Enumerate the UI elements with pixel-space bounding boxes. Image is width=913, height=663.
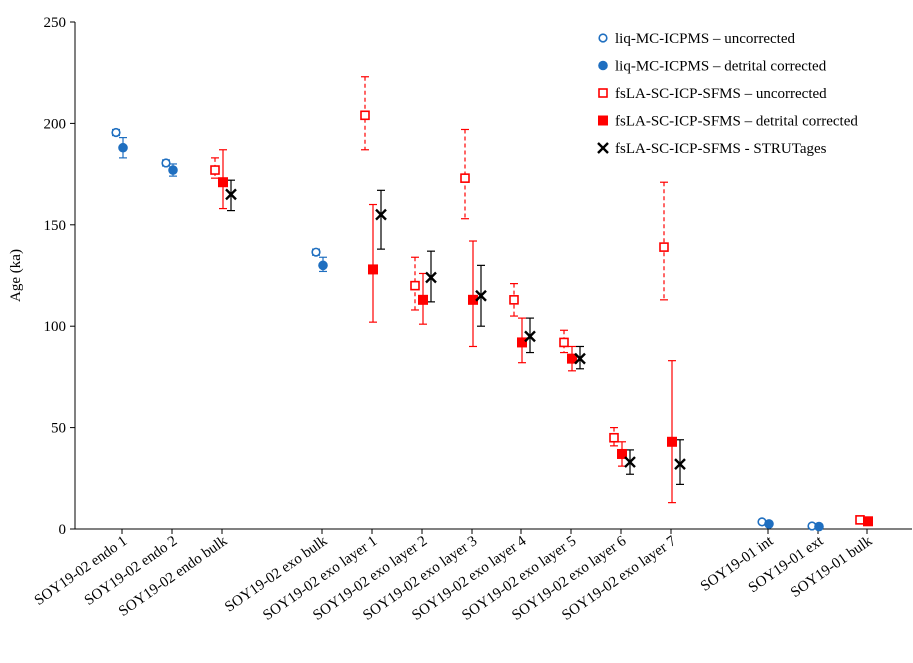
legend-item: fsLA-SC-ICP-SFMS - STRUTages <box>597 141 827 157</box>
legend-label: fsLA-SC-ICP-SFMS – detrital corrected <box>615 114 858 130</box>
x-stroke <box>475 289 487 302</box>
point-liq-mc-icpms-uncorrected <box>311 247 321 257</box>
point-fsla-sc-icp-sfms-uncorrected <box>360 110 370 121</box>
point-fsla-sc-icp-sfms-uncorrected <box>460 173 470 183</box>
point-fsla-sc-icp-sfms-uncorrected <box>410 280 420 291</box>
point-fsla-sc-icp-sfms-strutages <box>475 289 487 302</box>
legend-marker <box>597 142 609 154</box>
point-fsla-sc-icp-sfms-strutages <box>524 330 536 343</box>
point-liq-mc-icpms-detrital-corrected <box>118 142 128 153</box>
x-stroke <box>674 458 686 470</box>
y-tick-label: 200 <box>44 116 67 132</box>
y-tick-label: 100 <box>44 319 67 335</box>
legend-item: fsLA-SC-ICP-SFMS – detrital corrected <box>598 114 858 130</box>
error-bar-fsla-sc-icp-sfms-uncorrected <box>560 329 568 354</box>
point-fsla-sc-icp-sfms-strutages <box>624 456 636 468</box>
point-liq-mc-icpms-detrital-corrected <box>318 260 328 271</box>
error-bar-fsla-sc-icp-sfms-detrital-corrected <box>369 203 377 323</box>
point-liq-mc-icpms-detrital-corrected <box>764 519 774 529</box>
point-fsla-sc-icp-sfms-detrital-corrected <box>567 353 577 364</box>
point-fsla-sc-icp-sfms-uncorrected <box>609 432 619 443</box>
point-fsla-sc-icp-sfms-strutages <box>574 352 586 365</box>
legend-label: liq-MC-ICPMS – uncorrected <box>615 31 795 47</box>
legend-marker <box>598 33 608 43</box>
legend-marker <box>598 88 608 98</box>
error-bar-fsla-sc-icp-sfms-strutages <box>377 189 385 250</box>
legend-item: fsLA-SC-ICP-SFMS – uncorrected <box>598 86 827 102</box>
x-stroke <box>225 188 237 201</box>
point-liq-mc-icpms-uncorrected <box>111 127 121 138</box>
legend: liq-MC-ICPMS – uncorrected liq-MC-ICPMS –… <box>597 31 858 157</box>
error-bar-fsla-sc-icp-sfms-detrital-corrected <box>668 360 676 504</box>
x-tick-label: SOY19-01 bulk <box>788 533 876 601</box>
y-axis-title: Age (ka) <box>8 249 24 302</box>
markers-layer <box>111 110 873 532</box>
point-fsla-sc-icp-sfms-detrital-corrected <box>863 516 873 527</box>
point-fsla-sc-icp-sfms-detrital-corrected <box>368 264 378 275</box>
legend-label: liq-MC-ICPMS – detrital corrected <box>615 59 827 75</box>
x-stroke <box>425 271 437 284</box>
legend-marker <box>598 60 608 71</box>
y-tick-label: 150 <box>44 218 67 234</box>
legend-marker <box>598 115 608 126</box>
legend-label: fsLA-SC-ICP-SFMS - STRUTages <box>615 141 827 157</box>
error-bar-fsla-sc-icp-sfms-strutages <box>676 439 684 485</box>
y-tick-label: 250 <box>44 15 67 31</box>
point-fsla-sc-icp-sfms-uncorrected <box>559 337 569 348</box>
point-fsla-sc-icp-sfms-uncorrected <box>659 242 669 252</box>
x-stroke <box>624 456 636 468</box>
y-tick-label: 50 <box>51 421 66 437</box>
x-stroke <box>524 330 536 343</box>
point-liq-mc-icpms-detrital-corrected <box>168 165 178 175</box>
point-fsla-sc-icp-sfms-strutages <box>375 208 387 221</box>
point-fsla-sc-icp-sfms-detrital-corrected <box>218 177 228 188</box>
error-bars-layer <box>112 76 684 504</box>
x-stroke <box>375 208 387 221</box>
point-fsla-sc-icp-sfms-uncorrected <box>509 295 519 305</box>
y-tick-label: 0 <box>59 522 67 538</box>
error-bar-fsla-sc-icp-sfms-detrital-corrected <box>469 240 477 348</box>
x-stroke <box>574 352 586 365</box>
point-fsla-sc-icp-sfms-strutages <box>225 188 237 201</box>
point-fsla-sc-icp-sfms-uncorrected <box>855 515 865 525</box>
point-liq-mc-icpms-uncorrected <box>161 158 171 168</box>
point-fsla-sc-icp-sfms-strutages <box>425 271 437 284</box>
point-liq-mc-icpms-detrital-corrected <box>814 521 824 532</box>
error-bar-fsla-sc-icp-sfms-uncorrected <box>411 256 419 311</box>
x-stroke <box>597 142 609 154</box>
error-bar-fsla-sc-icp-sfms-uncorrected <box>660 181 668 301</box>
legend-item: liq-MC-ICPMS – uncorrected <box>598 31 795 47</box>
point-fsla-sc-icp-sfms-uncorrected <box>210 165 220 175</box>
legend-item: liq-MC-ICPMS – detrital corrected <box>598 59 827 75</box>
legend-label: fsLA-SC-ICP-SFMS – uncorrected <box>615 86 827 102</box>
point-fsla-sc-icp-sfms-strutages <box>674 458 686 470</box>
point-fsla-sc-icp-sfms-detrital-corrected <box>418 294 428 305</box>
point-fsla-sc-icp-sfms-detrital-corrected <box>517 337 527 348</box>
point-fsla-sc-icp-sfms-detrital-corrected <box>617 448 627 459</box>
point-fsla-sc-icp-sfms-detrital-corrected <box>667 436 677 447</box>
